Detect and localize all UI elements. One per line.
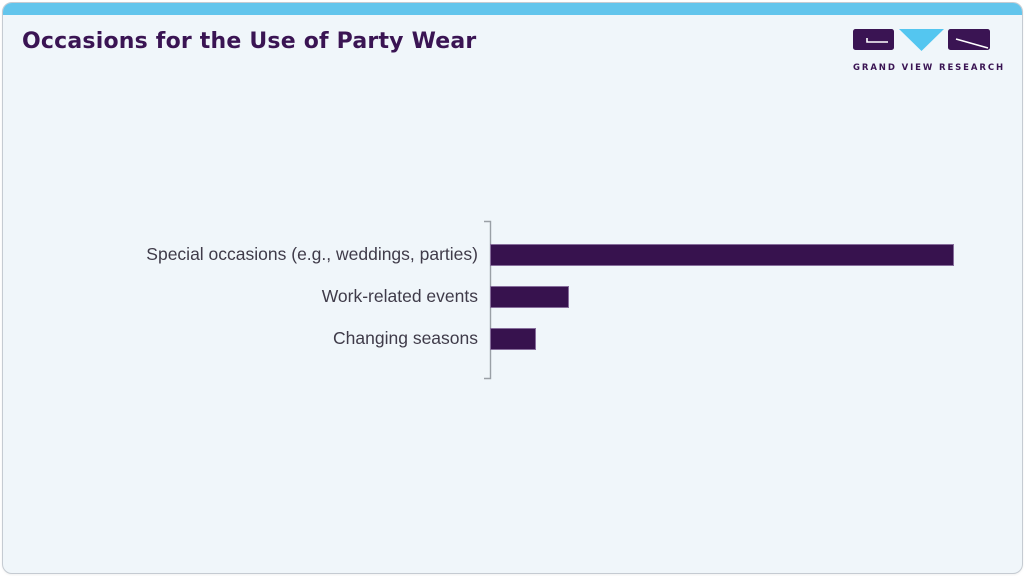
bar-row: Special occasions (e.g., weddings, parti…	[3, 244, 1022, 266]
bar-chart: Special occasions (e.g., weddings, parti…	[3, 3, 1022, 573]
category-label: Changing seasons	[333, 328, 478, 348]
category-label: Work-related events	[321, 286, 478, 306]
bar	[490, 328, 536, 350]
bar-row: Work-related events	[3, 286, 1022, 308]
page-title: Occasions for the Use of Party Wear	[22, 29, 477, 54]
bar-row: Changing seasons	[3, 328, 1022, 350]
top-accent-strip	[3, 3, 1022, 15]
gvr-logo-icon	[853, 29, 990, 51]
gvr-logo: GRAND VIEW RESEARCH	[853, 29, 1005, 73]
category-label: Special occasions (e.g., weddings, parti…	[146, 244, 478, 264]
gvr-logo-wordmark: GRAND VIEW RESEARCH	[853, 63, 1005, 73]
bar	[490, 286, 569, 308]
bar	[490, 244, 954, 266]
